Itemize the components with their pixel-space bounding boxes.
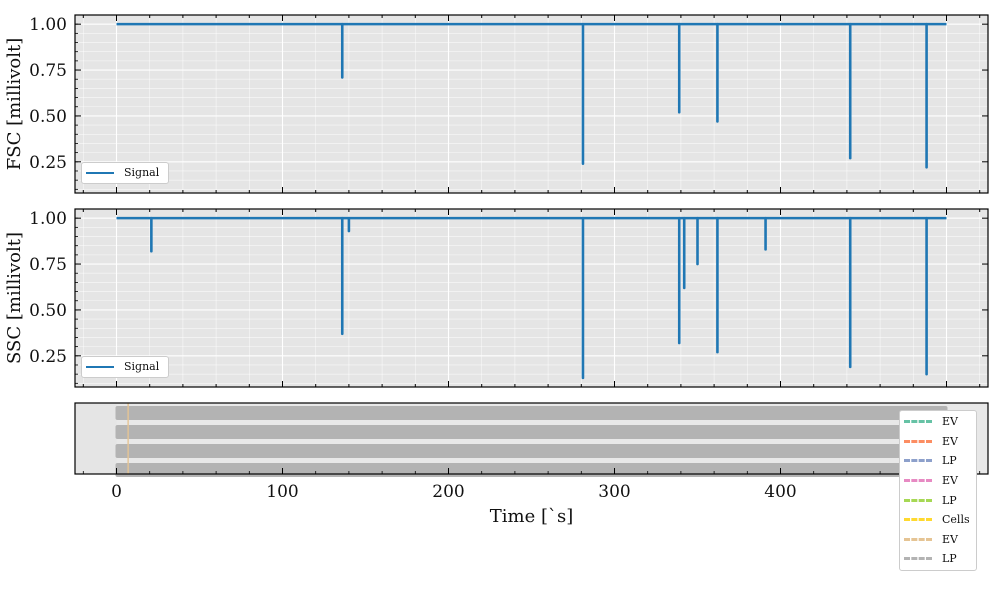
events-legend-entry: LP bbox=[900, 549, 976, 569]
events-lane bbox=[115, 406, 948, 420]
events-legend-entry: LP bbox=[900, 490, 976, 510]
events-legend-swatch bbox=[904, 518, 932, 522]
events-legend-label: LP bbox=[942, 552, 957, 566]
events-legend-entry: EV bbox=[900, 412, 976, 432]
events-xtick-label: 300 bbox=[598, 482, 630, 502]
events-legend-swatch bbox=[904, 557, 932, 561]
fsc-legend: Signal bbox=[81, 162, 169, 184]
events-legend-entry: Cells bbox=[900, 510, 976, 530]
fsc-ytick-label: 1.00 bbox=[29, 15, 67, 35]
fsc-legend-label: Signal bbox=[124, 166, 160, 180]
events-legend-entry: EV bbox=[900, 432, 976, 452]
events-legend-label: EV bbox=[942, 434, 958, 448]
events-lane bbox=[115, 463, 948, 477]
ssc-plot-area bbox=[75, 209, 988, 387]
events-legend-entry: LP bbox=[900, 451, 976, 471]
ssc-ytick-label: 0.25 bbox=[29, 347, 67, 367]
events-legend-swatch bbox=[904, 479, 932, 483]
ssc-frame bbox=[74, 208, 989, 388]
events-xtick-label: 0 bbox=[111, 482, 122, 502]
events-xtick-label: 200 bbox=[432, 482, 464, 502]
ssc-ytick-label: 0.50 bbox=[29, 301, 67, 321]
ssc-legend-label: Signal bbox=[124, 360, 160, 374]
events-background-band bbox=[75, 403, 117, 474]
events-legend-label: Cells bbox=[942, 513, 970, 527]
ssc-legend-swatch bbox=[86, 365, 114, 368]
fsc-panel bbox=[74, 14, 989, 194]
ssc-ylabel: SSC [millivolt] bbox=[4, 232, 25, 364]
events-xtick-label: 400 bbox=[764, 482, 796, 502]
fsc-ytick-label: 0.50 bbox=[29, 107, 67, 127]
events-legend-swatch bbox=[904, 498, 932, 502]
events-legend-swatch bbox=[904, 439, 932, 443]
events-legend-entry: EV bbox=[900, 471, 976, 491]
events-legend-swatch bbox=[904, 459, 932, 463]
fsc-frame bbox=[74, 14, 989, 194]
events-panel bbox=[74, 402, 989, 477]
ssc-ytick-label: 1.00 bbox=[29, 209, 67, 229]
events-legend-swatch bbox=[904, 537, 932, 541]
events-lane bbox=[115, 444, 948, 458]
fsc-ytick-label: 0.25 bbox=[29, 153, 67, 173]
fsc-legend-swatch bbox=[86, 171, 114, 174]
events-legend-label: EV bbox=[942, 415, 958, 429]
events-legend-swatch bbox=[904, 420, 932, 424]
events-legend-label: EV bbox=[942, 532, 958, 546]
ssc-legend-entry: Signal bbox=[82, 357, 168, 377]
fsc-legend-entry: Signal bbox=[82, 163, 168, 183]
events-frame bbox=[74, 402, 989, 475]
events-legend-entry: EV bbox=[900, 530, 976, 550]
ssc-ytick-label: 0.75 bbox=[29, 255, 67, 275]
ssc-legend: Signal bbox=[81, 356, 169, 378]
events-legend: EV EV LP EV LP Cells EV LP bbox=[899, 410, 977, 571]
events-xtick-label: 100 bbox=[266, 482, 298, 502]
events-legend-label: LP bbox=[942, 493, 957, 507]
fsc-ylabel: FSC [millivolt] bbox=[4, 38, 25, 170]
events-legend-label: EV bbox=[942, 474, 958, 488]
events-lane bbox=[115, 425, 948, 439]
events-legend-label: LP bbox=[942, 454, 957, 468]
fsc-ytick-label: 0.75 bbox=[29, 61, 67, 81]
x-axis-label: Time [`s] bbox=[490, 506, 574, 527]
ssc-panel bbox=[74, 208, 989, 388]
fsc-plot-area bbox=[75, 15, 988, 193]
